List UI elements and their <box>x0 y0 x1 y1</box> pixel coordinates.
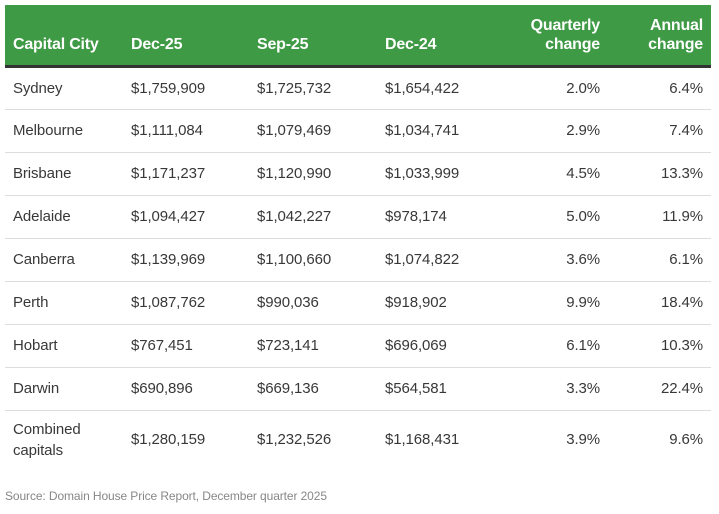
cell-sep-25: $990,036 <box>257 281 385 325</box>
cell-quarterly-change: 3.9% <box>566 431 600 449</box>
table-row-brisbane: Brisbane $1,171,237 $1,120,990 $1,033,999 4.… <box>5 152 711 196</box>
cell-capital-city: Canberra <box>5 238 131 282</box>
column-header-quarterly-change: Quarterly change <box>505 5 608 68</box>
cell-dec-24: $564,581 <box>385 367 505 411</box>
cell-capital-city: Hobart <box>5 324 131 368</box>
cell-annual-change: 22.4% <box>608 367 711 411</box>
source-note: Source: Domain House Price Report, Decem… <box>5 489 327 503</box>
cell-capital-city: Perth <box>5 281 131 325</box>
cell-sep-25: $1,079,469 <box>257 109 385 153</box>
table-header: Capital City Dec-25 Sep-25 Dec-24 Quarterly … <box>5 5 711 68</box>
column-header-annual-change: Annual change <box>608 5 711 68</box>
cell-sep-25: $669,136 <box>257 367 385 411</box>
cell-sep-25: $1,725,732 <box>257 66 385 110</box>
table-body: Sydney $1,759,909 $1,725,732 $1,654,422 2.0%… <box>5 66 711 469</box>
cell-capital-city: Adelaide <box>5 195 131 239</box>
cell-annual-change: 6.1% <box>608 238 711 282</box>
cell-capital-city: Brisbane <box>5 152 131 196</box>
cell-dec-25: $1,094,427 <box>131 195 257 239</box>
cell-sep-25: $1,100,660 <box>257 238 385 282</box>
cell-dec-24: $918,902 <box>385 281 505 325</box>
cell-dec-24: $1,654,422 <box>385 66 505 110</box>
cell-annual-change: 9.6% <box>669 431 703 449</box>
cell-annual-change: 11.9% <box>608 195 711 239</box>
cell-dec-25: $1,087,762 <box>131 281 257 325</box>
table-row-combined-capitals: Combined capitals $1,280,159 $1,232,526 $1,… <box>5 410 711 469</box>
house-price-table-container: Capital City Dec-25 Sep-25 Dec-24 Quarterly … <box>5 5 711 469</box>
table-row-hobart: Hobart $767,451 $723,141 $696,069 6.1% 10.3% <box>5 324 711 368</box>
cell-annual-change: 7.4% <box>608 109 711 153</box>
cell-dec-25: $1,759,909 <box>131 66 257 110</box>
cell-sep-25: $1,042,227 <box>257 195 385 239</box>
cell-capital-city: Sydney <box>5 66 131 110</box>
house-price-table: Capital City Dec-25 Sep-25 Dec-24 Quarterly … <box>5 5 711 469</box>
cell-annual-change: 13.3% <box>608 152 711 196</box>
header-row: Capital City Dec-25 Sep-25 Dec-24 Quarterly … <box>5 5 711 68</box>
cell-dec-24: $1,034,741 <box>385 109 505 153</box>
column-header-dec-24: Dec-24 <box>385 5 505 68</box>
table-row-adelaide: Adelaide $1,094,427 $1,042,227 $978,174 5.0%… <box>5 195 711 239</box>
cell-sep-25: $723,141 <box>257 324 385 368</box>
cell-dec-25: $767,451 <box>131 324 257 368</box>
cell-sep-25: $1,120,990 <box>257 152 385 196</box>
cell-quarterly-change: 5.0% <box>505 195 608 239</box>
column-header-dec-25: Dec-25 <box>131 5 257 68</box>
cell-dec-24: $978,174 <box>385 195 505 239</box>
cell-quarterly-change: 9.9% <box>505 281 608 325</box>
table-row-perth: Perth $1,087,762 $990,036 $918,902 9.9% 18.4% <box>5 281 711 325</box>
cell-annual-change: 6.4% <box>608 66 711 110</box>
cell-quarterly-change: 3.3% <box>505 367 608 411</box>
column-header-capital-city: Capital City <box>5 5 131 68</box>
cell-sep-25: $1,232,526 <box>257 431 332 449</box>
cell-capital-city: Darwin <box>5 367 131 411</box>
cell-dec-24: $1,168,431 <box>385 431 460 449</box>
cell-dec-24: $1,033,999 <box>385 152 505 196</box>
cell-dec-24: $696,069 <box>385 324 505 368</box>
cell-quarterly-change: 6.1% <box>505 324 608 368</box>
cell-dec-25: $1,111,084 <box>131 109 257 153</box>
cell-quarterly-change: 2.9% <box>505 109 608 153</box>
cell-dec-24: $1,074,822 <box>385 238 505 282</box>
table-row-melbourne: Melbourne $1,111,084 $1,079,469 $1,034,741 2… <box>5 109 711 153</box>
cell-capital-city: Combined capitals <box>13 420 81 459</box>
table-row-canberra: Canberra $1,139,969 $1,100,660 $1,074,822 3.… <box>5 238 711 282</box>
table-row-sydney: Sydney $1,759,909 $1,725,732 $1,654,422 2.0%… <box>5 66 711 110</box>
cell-annual-change: 10.3% <box>608 324 711 368</box>
cell-capital-city: Melbourne <box>5 109 131 153</box>
cell-dec-25: $1,280,159 <box>131 431 206 449</box>
cell-dec-25: $1,139,969 <box>131 238 257 282</box>
column-header-sep-25: Sep-25 <box>257 5 385 68</box>
cell-dec-25: $690,896 <box>131 367 257 411</box>
cell-quarterly-change: 4.5% <box>505 152 608 196</box>
cell-annual-change: 18.4% <box>608 281 711 325</box>
cell-quarterly-change: 2.0% <box>505 66 608 110</box>
cell-dec-25: $1,171,237 <box>131 152 257 196</box>
cell-quarterly-change: 3.6% <box>505 238 608 282</box>
table-row-darwin: Darwin $690,896 $669,136 $564,581 3.3% 22.4% <box>5 367 711 411</box>
